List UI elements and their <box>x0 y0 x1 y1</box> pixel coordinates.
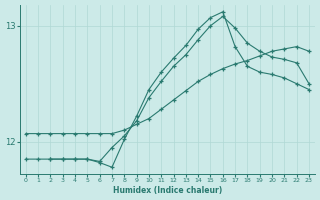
X-axis label: Humidex (Indice chaleur): Humidex (Indice chaleur) <box>113 186 222 195</box>
